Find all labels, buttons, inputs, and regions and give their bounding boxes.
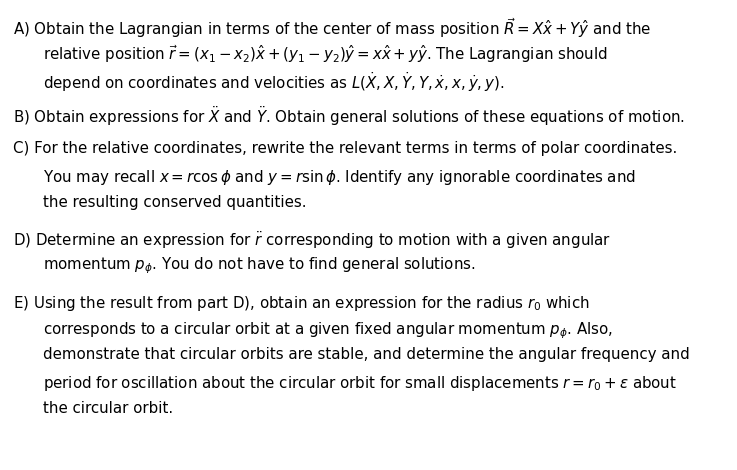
Text: the circular orbit.: the circular orbit.: [43, 401, 173, 416]
Text: A) Obtain the Lagrangian in terms of the center of mass position $\vec{R} = X\ha: A) Obtain the Lagrangian in terms of the…: [13, 16, 652, 40]
Text: D) Determine an expression for $\ddot{r}$ corresponding to motion with a given a: D) Determine an expression for $\ddot{r}…: [13, 229, 612, 251]
Text: You may recall $x = r\cos\phi$ and $y = r\sin\phi$. Identify any ignorable coord: You may recall $x = r\cos\phi$ and $y = …: [43, 168, 635, 187]
Text: relative position $\vec{r} = (x_1 - x_2)\hat{x} + (y_1 - y_2)\hat{y} = x\hat{x} : relative position $\vec{r} = (x_1 - x_2)…: [43, 43, 608, 65]
Text: E) Using the result from part D), obtain an expression for the radius $r_0$ whic: E) Using the result from part D), obtain…: [13, 294, 590, 313]
Text: momentum $p_{\phi}$. You do not have to find general solutions.: momentum $p_{\phi}$. You do not have to …: [43, 256, 475, 276]
Text: period for oscillation about the circular orbit for small displacements $r = r_0: period for oscillation about the circula…: [43, 374, 677, 393]
Text: depend on coordinates and velocities as $L(\dot{X}, X, \dot{Y}, Y, \dot{x}, x, \: depend on coordinates and velocities as …: [43, 70, 504, 94]
Text: the resulting conserved quantities.: the resulting conserved quantities.: [43, 195, 307, 210]
Text: demonstrate that circular orbits are stable, and determine the angular frequency: demonstrate that circular orbits are sta…: [43, 347, 690, 362]
Text: corresponds to a circular orbit at a given fixed angular momentum $p_{\phi}$. Al: corresponds to a circular orbit at a giv…: [43, 321, 612, 341]
Text: B) Obtain expressions for $\ddot{X}$ and $\ddot{Y}$. Obtain general solutions of: B) Obtain expressions for $\ddot{X}$ and…: [13, 104, 685, 128]
Text: C) For the relative coordinates, rewrite the relevant terms in terms of polar co: C) For the relative coordinates, rewrite…: [13, 141, 677, 156]
